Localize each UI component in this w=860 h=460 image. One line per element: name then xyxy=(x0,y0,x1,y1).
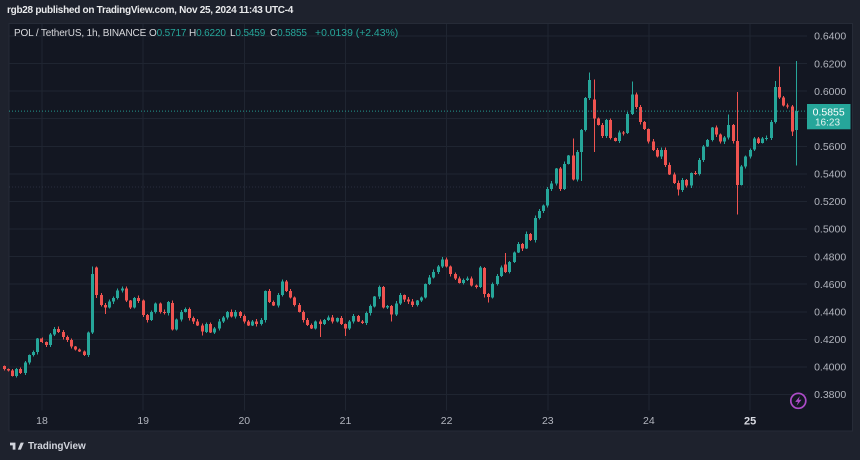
svg-text:0.6200: 0.6200 xyxy=(814,58,846,70)
svg-text:0.5000: 0.5000 xyxy=(814,224,846,236)
svg-text:0.6400: 0.6400 xyxy=(814,31,846,43)
svg-text:23: 23 xyxy=(542,415,554,427)
svg-text:16:23: 16:23 xyxy=(815,118,840,129)
svg-text:0.5600: 0.5600 xyxy=(814,141,846,153)
svg-text:20: 20 xyxy=(238,415,250,427)
svg-text:25: 25 xyxy=(744,416,756,428)
svg-text:24: 24 xyxy=(643,415,655,427)
svg-text:0.4800: 0.4800 xyxy=(814,251,846,263)
svg-text:0.5400: 0.5400 xyxy=(814,169,846,181)
svg-text:18: 18 xyxy=(36,415,48,427)
svg-text:19: 19 xyxy=(137,415,149,427)
svg-text:0.6000: 0.6000 xyxy=(814,86,846,98)
svg-text:0.5855: 0.5855 xyxy=(813,106,845,118)
svg-text:0.4600: 0.4600 xyxy=(814,279,846,291)
svg-text:0.5200: 0.5200 xyxy=(814,196,846,208)
svg-text:0.4400: 0.4400 xyxy=(814,307,846,319)
svg-text:0.4000: 0.4000 xyxy=(814,362,846,374)
svg-text:21: 21 xyxy=(340,415,352,427)
svg-text:22: 22 xyxy=(441,415,453,427)
svg-text:0.3800: 0.3800 xyxy=(814,389,846,401)
svg-text:0.4200: 0.4200 xyxy=(814,334,846,346)
